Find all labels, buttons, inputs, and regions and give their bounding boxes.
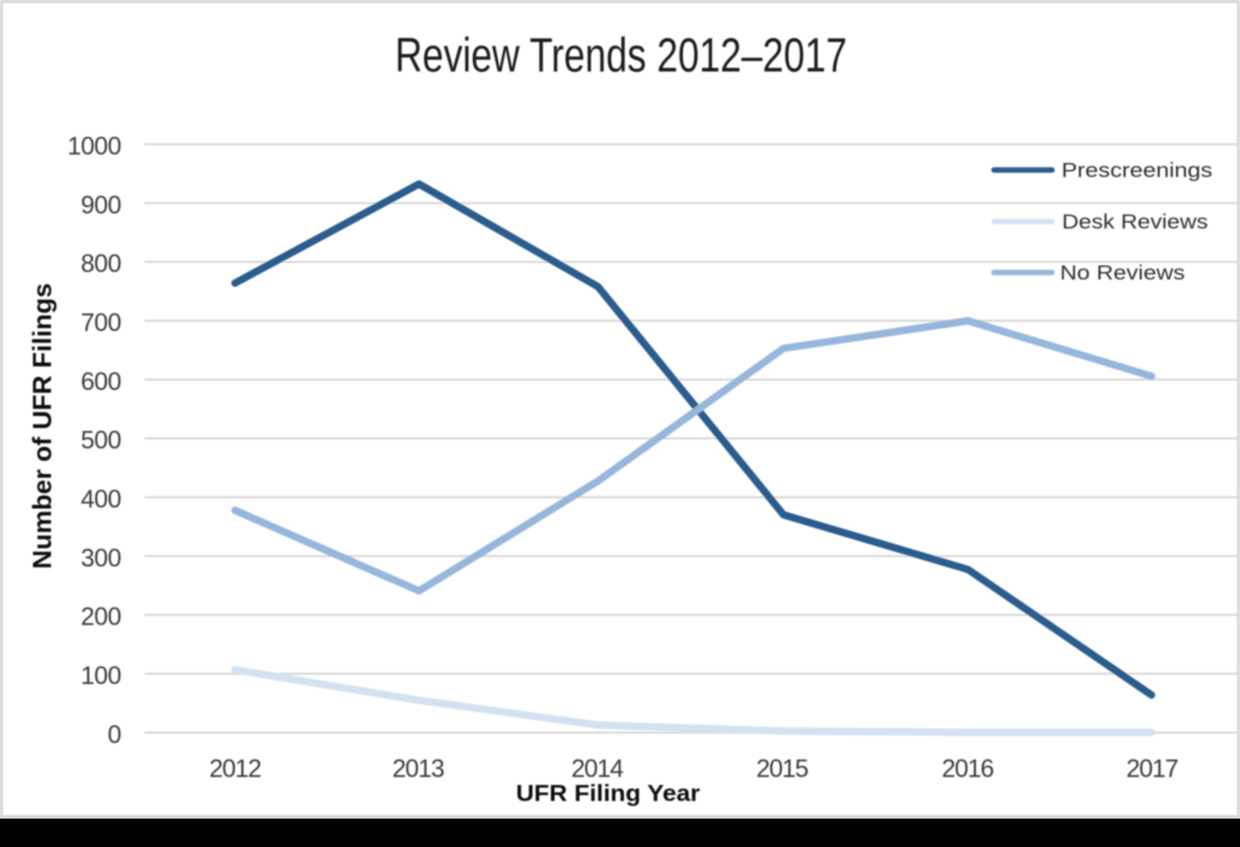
- svg-text:700: 700: [81, 309, 121, 337]
- svg-text:2012: 2012: [209, 755, 261, 783]
- svg-text:2014: 2014: [571, 755, 624, 783]
- svg-text:1000: 1000: [67, 133, 121, 161]
- svg-text:500: 500: [81, 427, 121, 455]
- svg-text:Number of UFR Filings: Number of UFR Filings: [27, 283, 57, 569]
- svg-text:2015: 2015: [756, 755, 808, 783]
- svg-text:300: 300: [81, 544, 121, 572]
- svg-text:2013: 2013: [392, 755, 444, 783]
- svg-text:600: 600: [81, 368, 121, 396]
- svg-text:Desk Reviews: Desk Reviews: [1062, 212, 1208, 234]
- svg-text:100: 100: [81, 662, 121, 690]
- svg-text:2017: 2017: [1126, 755, 1178, 783]
- svg-text:Prescreenings: Prescreenings: [1062, 160, 1213, 182]
- svg-text:0: 0: [108, 721, 121, 749]
- svg-text:UFR Filing Year: UFR Filing Year: [516, 780, 700, 806]
- svg-text:2016: 2016: [942, 755, 994, 783]
- svg-text:No Reviews: No Reviews: [1060, 263, 1185, 285]
- svg-text:Review Trends 2012–2017: Review Trends 2012–2017: [395, 30, 847, 83]
- svg-text:900: 900: [81, 191, 121, 219]
- svg-text:800: 800: [81, 250, 121, 278]
- svg-text:400: 400: [81, 485, 121, 513]
- svg-text:200: 200: [81, 603, 121, 631]
